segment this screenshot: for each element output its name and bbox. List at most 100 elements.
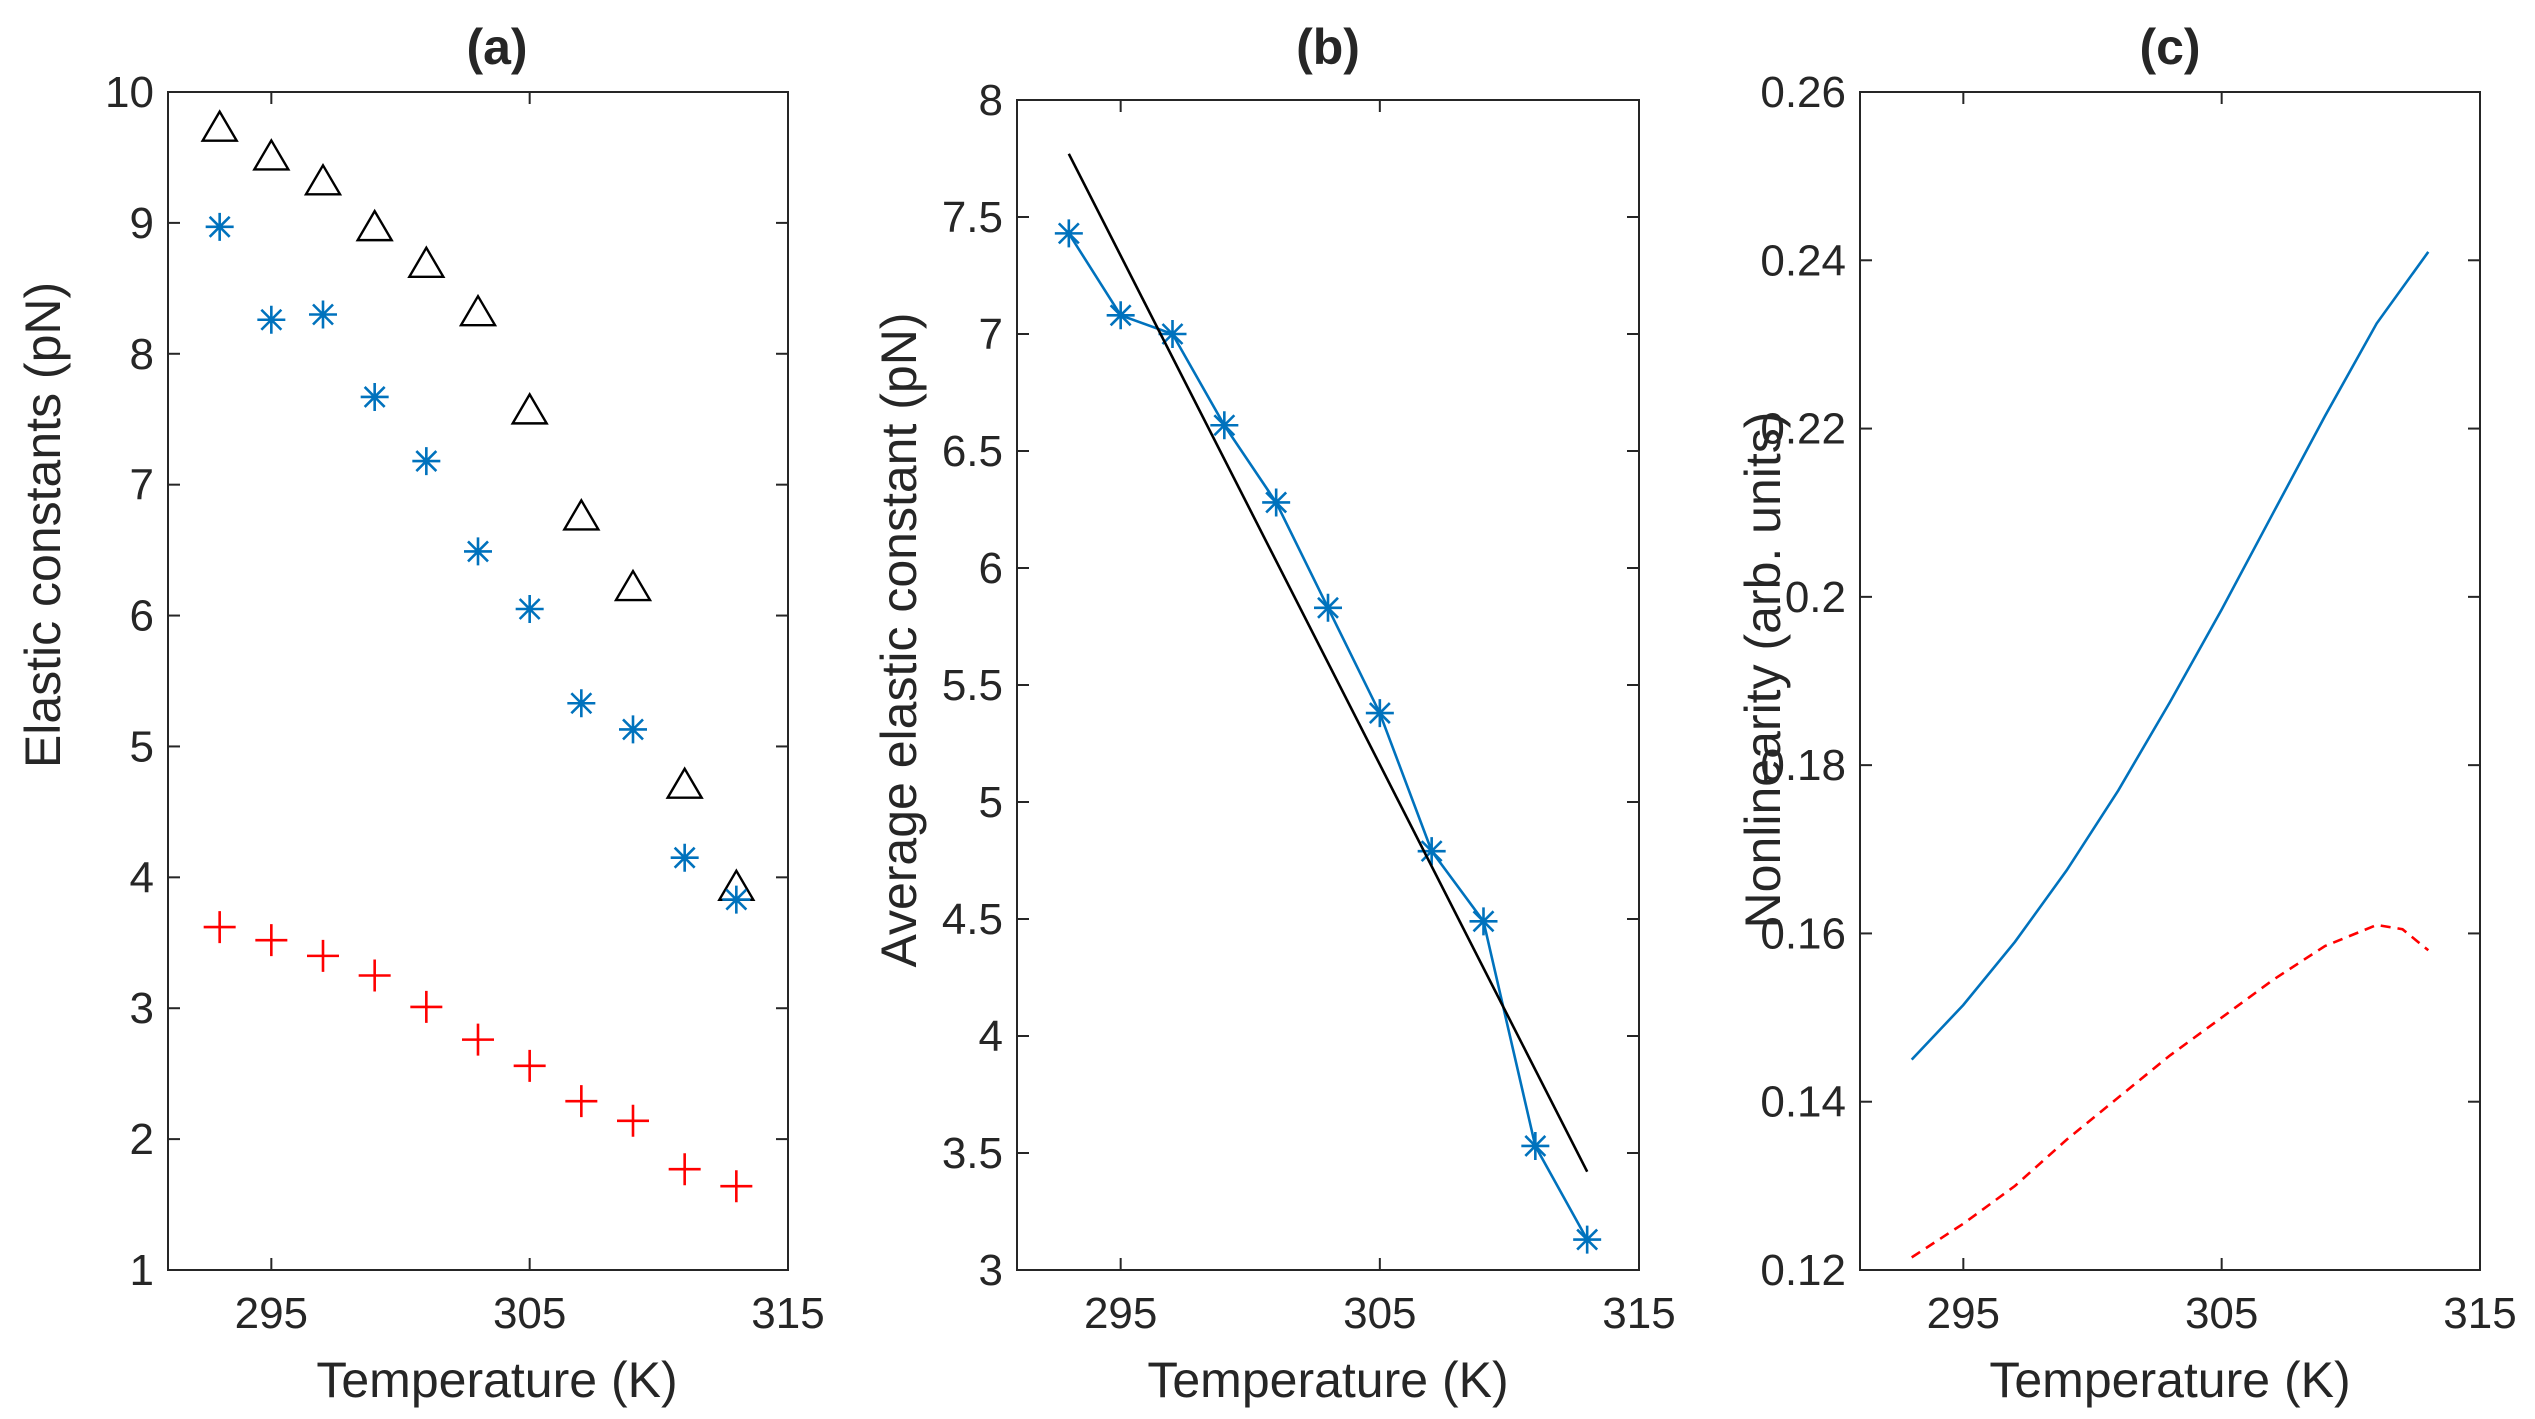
panel-a-marker [665,766,704,799]
panel-a-ytick-label: 8 [130,330,154,379]
panel-b: (b) Temperature (K) Average elastic cons… [871,19,1676,1408]
panel-a-marker [407,245,446,278]
panel-c-series-line [1910,251,2430,1061]
panel-b-marker [1106,301,1135,330]
panel-a-xlabel: Temperature (K) [316,1352,677,1408]
panel-a-marker [567,689,596,718]
panel-a-marker [257,305,286,334]
panel-a-ytick-label: 9 [130,199,154,248]
panel-a-ylabel: Elastic constants (pN) [15,282,71,768]
panel-a-axes-box [167,91,789,1271]
panel-b-ytick-label: 7.5 [942,193,1003,242]
panel-c-ytick-label: 0.24 [1760,236,1846,285]
panel-c-ytick-label: 0.12 [1760,1246,1846,1295]
panel-b-ytick-label: 3.5 [942,1129,1003,1178]
panel-a-marker [515,595,544,624]
panel-b-ytick-label: 6.5 [942,427,1003,476]
panel-c-ytick-label: 0.14 [1760,1078,1846,1127]
panel-a-marker [255,924,288,957]
panel-b-ytick-label: 6 [979,544,1003,593]
panel-b-xtick-label: 305 [1343,1289,1416,1338]
panel-a-marker [720,1170,753,1203]
panel-a-marker [510,391,549,425]
panel-a-marker [565,1085,598,1118]
panel-a-marker [722,885,751,914]
panel-a-ytick-label: 4 [130,853,154,902]
panel-a-title: (a) [466,19,527,75]
panel-b-xtick-label: 295 [1084,1289,1157,1338]
panel-b-xtick-label: 315 [1602,1289,1675,1338]
panel-b-ytick-label: 5.5 [942,661,1003,710]
panel-c-axes-box [1859,91,2481,1271]
panel-a-ytick-label: 10 [105,68,154,117]
panel-a-marker [252,138,291,171]
panel-c-ytick-label: 0.16 [1760,909,1846,958]
panel-b-ytick-label: 5 [979,778,1003,827]
panel-b-marker [1365,699,1394,728]
panel-a-marker [358,959,391,992]
panel-b-ytick-label: 8 [979,76,1003,125]
panel-a-marker [464,537,492,566]
panel-b-marker [1417,837,1446,866]
panel-c-series-line [1910,923,2430,1259]
panel-b-marker [1262,488,1291,517]
panel-c-title: (c) [2139,19,2200,75]
panel-a-marker [617,1104,649,1137]
panel-a-marker [205,212,234,241]
panel-c-ylabel: Nonlinearity (arb. units) [1735,412,1791,929]
panel-a-marker [670,843,699,872]
panel-a-ytick-label: 5 [130,722,154,771]
panel-c-xtick-label: 305 [2185,1289,2258,1338]
panel-b-marker [1158,320,1187,348]
panel-a: (a) Temperature (K) Elastic constants (p… [15,19,825,1408]
panel-b-ytick-label: 3 [979,1246,1003,1295]
panel-a-marker [355,208,394,242]
panel-c-ytick-label: 0.2 [1785,573,1846,622]
panel-a-marker [458,293,498,327]
panel-b-series-line [1067,153,1589,1173]
panel-a-marker [200,109,239,142]
panel-a-marker [613,568,653,602]
panel-b-ytick-label: 4 [979,1012,1003,1061]
panel-a-xtick-label: 295 [235,1289,308,1338]
panel-b-ytick-label: 7 [979,310,1003,359]
panel-a-marker [309,300,337,329]
panel-c-xtick-label: 315 [2443,1289,2516,1338]
panel-a-marker [307,939,339,972]
panel-a-marker [562,498,601,531]
panel-a-xtick-label: 315 [751,1289,824,1338]
panel-a-marker [668,1153,701,1186]
panel-b-marker [1521,1131,1550,1160]
panel-b-marker [1314,593,1342,622]
panel-a-ytick-label: 2 [130,1115,154,1164]
panel-c-ytick-label: 0.18 [1760,741,1846,790]
panel-c-ytick-label: 0.22 [1760,405,1846,454]
panel-a-marker [513,1049,546,1082]
panel-b-title: (b) [1296,19,1360,75]
panel-a-marker [410,990,443,1023]
panel-c: (c) Temperature (K) Nonlinearity (arb. u… [1735,19,2517,1408]
panel-a-marker [462,1023,494,1056]
panel-a-marker [619,715,647,744]
panel-b-xlabel: Temperature (K) [1147,1352,1508,1408]
panel-a-ytick-label: 7 [130,461,154,510]
panel-b-marker [1210,411,1239,440]
panel-b-ytick-label: 4.5 [942,895,1003,944]
panel-b-marker [1573,1225,1602,1254]
panel-a-ytick-label: 3 [130,984,154,1033]
panel-c-ytick-label: 0.26 [1760,68,1846,117]
panel-a-marker [203,911,236,944]
panel-b-marker [1054,219,1083,248]
panel-a-marker [412,447,441,476]
panel-a-xtick-label: 305 [493,1289,566,1338]
panel-a-ytick-label: 1 [130,1246,154,1295]
panel-b-ylabel: Average elastic constant (pN) [871,313,927,968]
panel-a-marker [303,162,343,196]
panel-b-marker [1469,907,1498,936]
panel-c-xtick-label: 295 [1927,1289,2000,1338]
panel-b-axes-box [1016,99,1640,1271]
panel-a-marker [360,382,389,411]
panel-c-xlabel: Temperature (K) [1989,1352,2350,1408]
